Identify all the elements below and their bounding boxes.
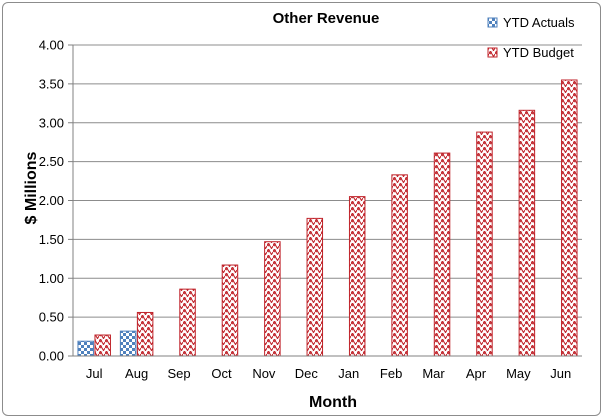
y-axis-title: $ Millions: [23, 151, 40, 224]
bar-ytd-budget-nov: [264, 241, 281, 357]
x-tick-label: Jul: [86, 366, 103, 381]
bar-chart: Other Revenue 0.00 0.50 1.00 1.50 2.00 2.50 3.…: [23, 10, 582, 411]
x-tick-label: Jan: [338, 366, 359, 381]
bar-ytd-budget-jul: [94, 334, 111, 357]
x-tick-label: Jun: [550, 366, 571, 381]
bar-ytd-actuals-aug: [119, 330, 137, 357]
x-tick-label: May: [506, 366, 531, 381]
y-tick-label: 0.50: [39, 310, 64, 325]
legend-label-ytd-budget: YTD Budget: [503, 45, 574, 60]
x-axis-title: Month: [309, 394, 357, 411]
x-tick-label: Dec: [295, 366, 319, 381]
y-tick-label: 3.50: [39, 76, 64, 91]
x-axis-ticks: Jul Aug Sep Oct Nov Dec Jan Feb Mar Apr May Jun: [86, 366, 571, 381]
y-tick-label: 4.00: [39, 38, 64, 53]
legend-swatch-ytd-actuals: [487, 17, 498, 28]
y-tick-label: 0.00: [39, 349, 64, 364]
y-tick-label: 1.50: [39, 232, 64, 247]
chart-title: Other Revenue: [273, 10, 380, 27]
x-tick-label: Mar: [422, 366, 445, 381]
bar-ytd-budget-jun: [561, 79, 578, 357]
y-tick-label: 3.00: [39, 115, 64, 130]
bar-ytd-budget-oct: [221, 264, 239, 357]
bar-ytd-budget-feb: [391, 174, 408, 357]
bar-ytd-budget-mar: [433, 152, 451, 357]
legend: YTD Actuals YTD Budget: [487, 15, 575, 60]
legend-swatch-ytd-budget: [487, 47, 498, 58]
legend-label-ytd-actuals: YTD Actuals: [503, 15, 575, 30]
x-tick-label: Aug: [125, 366, 148, 381]
x-tick-label: Sep: [167, 366, 190, 381]
x-tick-label: Apr: [466, 366, 487, 381]
bar-ytd-budget-apr: [476, 131, 493, 357]
y-tick-label: 2.00: [39, 193, 64, 208]
chart-frame: Other Revenue 0.00 0.50 1.00 1.50 2.00 2.50 3.…: [2, 2, 601, 416]
bar-ytd-budget-jan: [348, 196, 366, 357]
bar-ytd-budget-aug: [136, 311, 154, 357]
gridlines: [73, 44, 582, 318]
x-tick-label: Feb: [380, 366, 402, 381]
y-tick-label: 2.50: [39, 154, 64, 169]
x-tick-label: Oct: [211, 366, 232, 381]
x-tick-label: Nov: [252, 366, 276, 381]
y-axis-ticks: 0.00 0.50 1.00 1.50 2.00 2.50 3.00 3.50 4.00: [39, 38, 73, 364]
bar-ytd-actuals-jul: [77, 340, 94, 357]
y-tick-label: 1.00: [39, 271, 64, 286]
bar-ytd-budget-dec: [306, 217, 324, 357]
bar-ytd-budget-may: [518, 109, 536, 357]
bars: [77, 79, 578, 357]
bar-ytd-budget-sep: [179, 288, 196, 357]
